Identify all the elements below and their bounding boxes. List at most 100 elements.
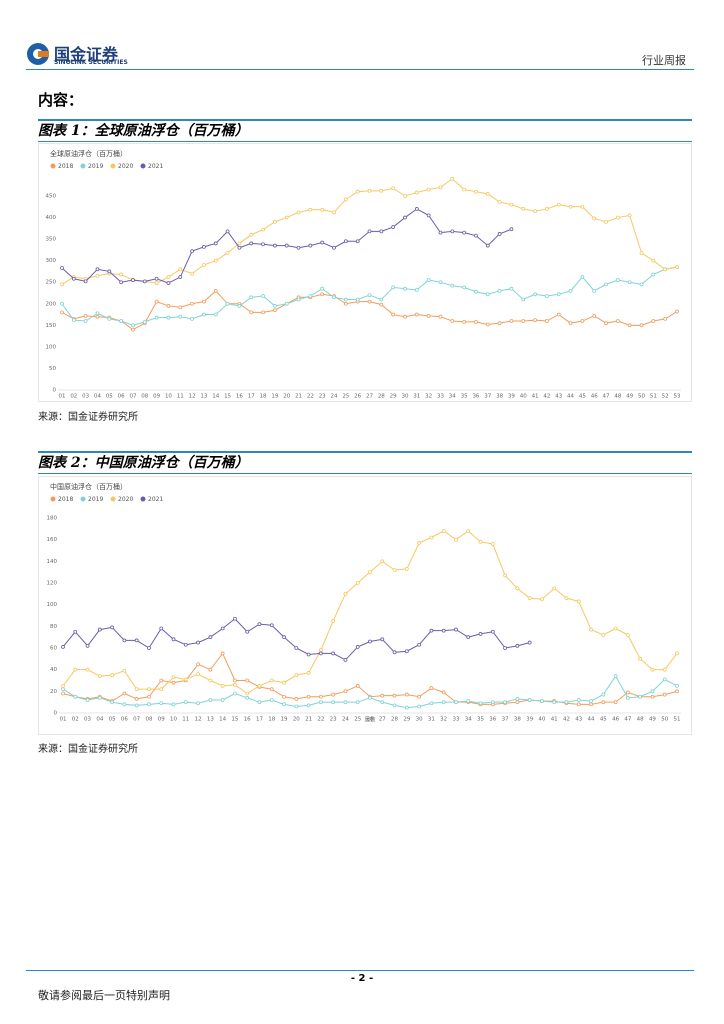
y-tick-label: 200: [46, 301, 57, 307]
data-point: [343, 297, 348, 302]
data-point: [404, 649, 409, 654]
x-tick-label: 21: [295, 394, 302, 400]
data-point: [540, 597, 544, 602]
data-point: [627, 213, 632, 218]
legend-label: 2020: [118, 496, 133, 503]
x-tick-label: 24: [342, 717, 349, 723]
legend-swatch: [110, 496, 116, 502]
x-tick-label: 44: [567, 394, 574, 400]
data-point: [663, 267, 668, 272]
data-point: [225, 229, 230, 234]
x-tick-label: 34: [449, 394, 456, 400]
data-point: [282, 635, 286, 640]
y-tick-label: 120: [47, 581, 58, 587]
data-point: [107, 316, 112, 321]
data-point: [171, 637, 176, 642]
x-tick-label: 18: [260, 394, 267, 400]
data-point: [379, 188, 384, 193]
data-point: [485, 191, 490, 196]
data-point: [97, 627, 102, 632]
data-point: [380, 637, 385, 642]
data-point: [380, 693, 385, 698]
x-tick-label: 46: [612, 717, 619, 723]
data-point: [509, 286, 514, 291]
data-point: [613, 674, 618, 679]
data-point: [639, 251, 644, 255]
x-tick-label: 20: [293, 717, 300, 723]
data-point: [119, 319, 124, 323]
data-point: [604, 282, 608, 287]
data-point: [60, 266, 64, 270]
x-tick-label: 02: [72, 717, 79, 723]
data-point: [166, 281, 171, 285]
data-point: [450, 319, 455, 323]
data-point: [343, 197, 348, 202]
data-point: [355, 239, 360, 244]
data-point: [564, 596, 569, 601]
data-point: [308, 294, 313, 298]
data-point: [441, 529, 446, 533]
data-point: [122, 668, 127, 673]
data-point: [545, 294, 549, 298]
data-point: [478, 539, 483, 544]
y-tick-label: 40: [50, 667, 57, 673]
data-point: [417, 694, 422, 699]
data-point: [257, 700, 262, 705]
x-tick-label: 07: [133, 717, 140, 723]
data-point: [196, 662, 200, 667]
legend-swatch: [80, 496, 86, 502]
x-tick-label: 48: [614, 394, 621, 400]
data-point: [320, 207, 325, 212]
data-point: [414, 190, 419, 195]
data-point: [261, 227, 265, 232]
data-point: [147, 694, 151, 699]
data-point: [650, 694, 655, 699]
data-point: [580, 275, 585, 279]
data-point: [604, 219, 608, 224]
data-point: [159, 678, 164, 683]
data-point: [462, 285, 467, 290]
data-point: [269, 687, 274, 692]
data-point: [509, 227, 514, 232]
y-tick-label: 60: [50, 646, 57, 652]
x-tick-label: 11: [177, 394, 184, 400]
data-point: [367, 293, 372, 298]
x-tick-label: 06: [121, 717, 128, 723]
data-point: [639, 323, 644, 328]
data-point: [651, 258, 656, 263]
data-point: [272, 243, 277, 248]
data-point: [392, 693, 397, 698]
x-tick-label: 12: [195, 717, 202, 723]
x-tick-label: 36: [472, 394, 479, 400]
data-point: [331, 700, 336, 705]
data-point: [294, 646, 299, 650]
data-point: [355, 297, 360, 302]
data-point: [237, 245, 242, 250]
data-point: [651, 272, 656, 277]
data-point: [368, 639, 372, 644]
data-point: [441, 700, 446, 705]
data-point: [190, 271, 194, 276]
header-rule: [26, 69, 694, 70]
x-tick-label: 43: [575, 717, 582, 723]
data-point: [429, 628, 434, 633]
data-point: [261, 242, 265, 247]
chart-frame: [38, 143, 692, 402]
x-tick-label: 22: [317, 717, 324, 723]
x-tick-label: 50: [638, 394, 645, 400]
data-point: [355, 645, 360, 649]
data-point: [269, 698, 274, 702]
data-point: [592, 288, 597, 293]
x-tick-label: 17: [256, 717, 263, 723]
data-point: [119, 272, 124, 277]
data-point: [196, 672, 200, 676]
x-tick-label: 07: [129, 394, 136, 400]
x-tick-label: 35: [461, 394, 468, 400]
data-point: [650, 689, 655, 694]
data-point: [651, 319, 656, 323]
data-point: [404, 567, 409, 571]
data-point: [257, 684, 262, 688]
x-tick-label: 45: [579, 394, 586, 400]
data-point: [429, 535, 434, 540]
